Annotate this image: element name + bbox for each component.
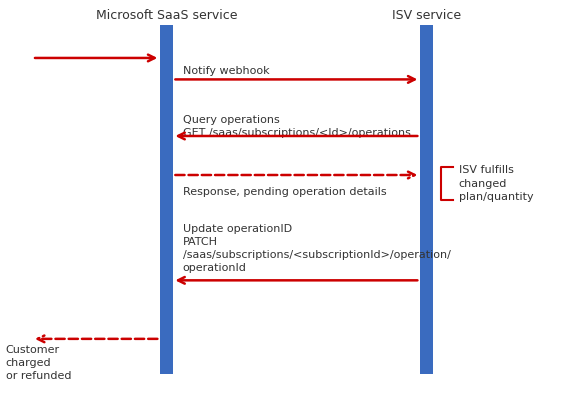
FancyBboxPatch shape [160,25,173,374]
Text: Response, pending operation details: Response, pending operation details [183,187,386,197]
Text: Notify webhook: Notify webhook [183,66,269,76]
Text: Microsoft SaaS service: Microsoft SaaS service [96,9,237,22]
Text: ISV service: ISV service [392,9,461,22]
Text: Update operationID
PATCH
/saas/subscriptions/<subscriptionId>/operation/
operati: Update operationID PATCH /saas/subscript… [183,224,451,274]
FancyBboxPatch shape [420,25,433,374]
Text: Customer
charged
or refunded: Customer charged or refunded [6,345,71,381]
Text: ISV fulfills
changed
plan/quantity: ISV fulfills changed plan/quantity [459,165,533,202]
Text: Query operations
GET /saas/subscriptions/<Id>/operations: Query operations GET /saas/subscriptions… [183,114,410,138]
